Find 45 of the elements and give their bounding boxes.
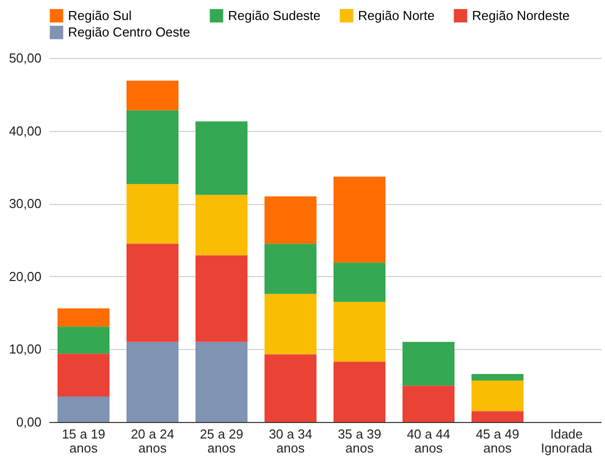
bar <box>402 342 454 386</box>
legend-label: Região Centro Oeste <box>68 24 190 40</box>
bar <box>58 354 110 397</box>
x-tick-label: 45 a 49 anos <box>476 426 520 456</box>
legend-label: Região Sul <box>68 8 132 23</box>
bar <box>126 244 178 342</box>
y-tick-label: 10,00 <box>8 342 42 357</box>
bar <box>126 184 178 244</box>
bar <box>334 176 386 263</box>
legend-label: Região Norte <box>358 8 435 23</box>
x-tick-label: 40 a 44 anos <box>406 426 450 456</box>
x-tick-label: Idade Ignorada <box>540 426 593 456</box>
x-tick-label: 15 a 19 anos <box>62 426 106 456</box>
bar <box>196 194 248 256</box>
bar <box>472 374 524 381</box>
bar <box>58 396 110 422</box>
x-tick-label: 30 a 34 anos <box>268 426 312 456</box>
y-tick-label: 30,00 <box>8 196 42 212</box>
bar <box>58 308 110 327</box>
bar <box>264 354 316 422</box>
bar <box>196 121 248 195</box>
bar <box>334 302 386 362</box>
bar <box>264 244 316 294</box>
bar <box>472 411 524 422</box>
x-tick-label: 35 a 39 anos <box>338 426 382 456</box>
x-tick-label: 20 a 24 anos <box>130 426 174 456</box>
x-tick-label: 25 a 29 anos <box>200 426 244 456</box>
bar <box>264 294 316 354</box>
y-tick-label: 20,00 <box>8 268 42 284</box>
y-tick-label: 50,00 <box>8 50 42 66</box>
bar <box>334 262 386 302</box>
bar <box>472 380 524 412</box>
legend-label: Região Nordeste <box>472 8 570 23</box>
y-tick-label: 0,00 <box>16 414 42 430</box>
y-tick-label: 40,00 <box>8 123 42 138</box>
bar <box>196 255 248 342</box>
bar <box>334 362 386 422</box>
bar <box>126 342 178 422</box>
bar <box>196 342 248 422</box>
legend-label: Região Sudeste <box>228 8 321 23</box>
bar <box>402 386 454 422</box>
bar <box>126 110 178 184</box>
bar <box>126 80 178 110</box>
bar <box>58 326 110 354</box>
bar <box>264 196 316 244</box>
